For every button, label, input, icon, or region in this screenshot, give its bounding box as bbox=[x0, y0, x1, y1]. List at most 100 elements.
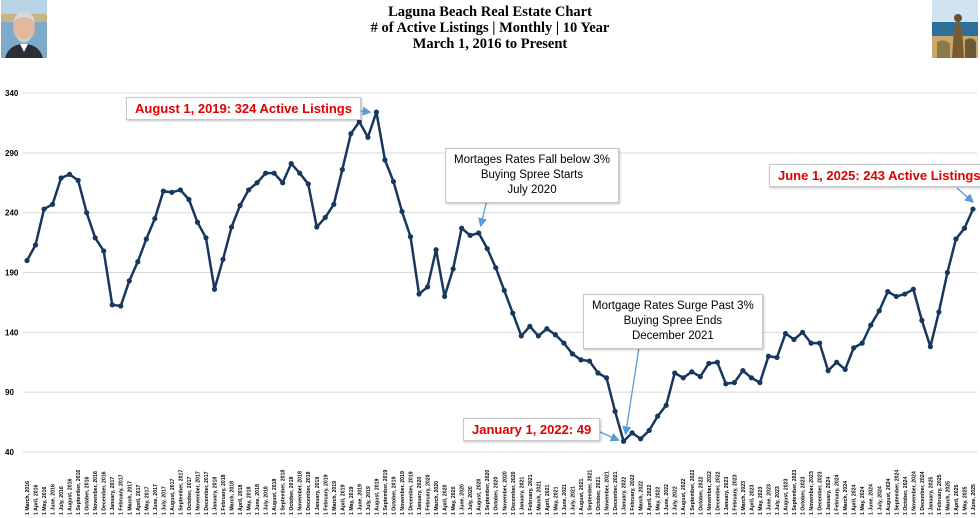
data-point bbox=[160, 188, 166, 194]
x-tick-label: 1 January, 2022 bbox=[622, 477, 628, 515]
x-tick-label: 1 August, 2023 bbox=[784, 478, 790, 515]
x-tick-label: 1 July, 2023 bbox=[775, 486, 781, 515]
data-point bbox=[825, 368, 831, 374]
data-point bbox=[672, 370, 678, 376]
x-tick-label: 1 November, 2021 bbox=[605, 471, 611, 515]
x-tick-label: 1 October, 2020 bbox=[494, 477, 500, 515]
x-tick-label: 1 February, 2025 bbox=[937, 474, 943, 515]
data-point bbox=[655, 413, 661, 419]
x-tick-label: 1 May, 2024 bbox=[860, 486, 866, 515]
data-point bbox=[851, 345, 857, 351]
x-tick-label: 1 April, 2023 bbox=[749, 485, 755, 515]
x-tick-label: 1 September, 2023 bbox=[792, 470, 798, 515]
data-point bbox=[680, 375, 686, 381]
data-point bbox=[501, 287, 507, 294]
data-point bbox=[484, 245, 490, 252]
data-point bbox=[237, 202, 243, 209]
callout-arrow bbox=[622, 340, 641, 436]
title-line-1: Laguna Beach Real Estate Chart bbox=[388, 4, 592, 20]
x-tick-label: 1 October, 2023 bbox=[801, 477, 807, 515]
x-tick-label: 1 August, 2020 bbox=[477, 478, 483, 515]
x-tick-label: 1 January, 2020 bbox=[417, 477, 423, 515]
x-tick-label: 1 October, 2021 bbox=[596, 477, 602, 515]
data-point bbox=[842, 366, 848, 373]
x-tick-label: 1 November, 2018 bbox=[298, 471, 304, 515]
peak-callout-text: August 1, 2019: 324 Active Listings bbox=[135, 101, 352, 116]
data-point bbox=[32, 242, 39, 248]
data-point bbox=[697, 374, 703, 380]
data-point bbox=[834, 359, 840, 365]
x-tick-label: 1 April, 2022 bbox=[647, 485, 653, 515]
x-tick-label: 1 October, 2017 bbox=[187, 477, 193, 515]
data-point bbox=[143, 236, 149, 242]
data-point bbox=[203, 235, 209, 241]
data-point bbox=[118, 303, 124, 309]
x-tick-label: 1 September, 2022 bbox=[690, 470, 696, 515]
x-tick-label: 1 December, 2019 bbox=[409, 471, 415, 515]
x-tick-label: 1 April, 2024 bbox=[852, 485, 858, 515]
data-point bbox=[305, 181, 311, 187]
y-tick-label: 90 bbox=[5, 388, 14, 397]
y-tick-label: 140 bbox=[5, 328, 19, 337]
data-point bbox=[356, 119, 362, 125]
x-tick-label: 1 July, 2017 bbox=[161, 486, 167, 515]
data-point bbox=[569, 351, 576, 357]
x-tick-label: 1 July, 2022 bbox=[673, 486, 679, 515]
data-point bbox=[902, 291, 908, 297]
x-tick-label: 1 August, 2021 bbox=[579, 478, 585, 515]
x-tick-label: 1 June, 2017 bbox=[153, 484, 159, 515]
data-point bbox=[58, 175, 64, 181]
data-point bbox=[723, 381, 729, 387]
x-tick-label: 1 August, 2022 bbox=[681, 478, 687, 515]
x-tick-label: 1 January, 2019 bbox=[315, 477, 321, 515]
data-point bbox=[75, 177, 81, 183]
x-tick-label: 1 February, 2024 bbox=[835, 474, 841, 515]
x-tick-label: 1 March, 2020 bbox=[434, 481, 440, 515]
x-tick-label: 1 May, 2021 bbox=[553, 486, 559, 515]
x-tick-label: 1 February, 2020 bbox=[426, 474, 432, 515]
data-point bbox=[603, 375, 610, 381]
data-point bbox=[390, 178, 397, 185]
data-point bbox=[561, 340, 567, 346]
rates-surge-line-1: Mortgage Rates Surge Past 3% bbox=[592, 300, 754, 312]
data-point bbox=[953, 236, 959, 242]
y-tick-label: 190 bbox=[5, 269, 19, 278]
x-tick-label: 1 September, 2024 bbox=[894, 470, 900, 515]
x-tick-label: 1 July, 2024 bbox=[877, 486, 883, 515]
title-line-3: March 1, 2016 to Present bbox=[412, 36, 568, 52]
x-tick-label: 1 March, 2025 bbox=[945, 481, 951, 515]
x-tick-label: 1 May, 2019 bbox=[349, 486, 355, 515]
x-tick-label: 1 May, 2020 bbox=[451, 486, 457, 515]
x-tick-label: 1 May, 2017 bbox=[144, 486, 150, 515]
x-tick-label: 1 June, 2019 bbox=[357, 484, 363, 515]
callout-arrow bbox=[478, 199, 488, 228]
x-tick-label: 1 June, 2021 bbox=[562, 484, 568, 515]
data-point bbox=[527, 323, 533, 329]
x-tick-label: 1 March, 2016 bbox=[25, 481, 31, 515]
gridlines bbox=[23, 92, 977, 453]
x-tick-label: 1 May, 2023 bbox=[758, 486, 764, 515]
data-point bbox=[714, 359, 720, 365]
x-tick-label: 1 March, 2019 bbox=[332, 481, 338, 515]
x-tick-label: 1 December, 2021 bbox=[613, 471, 619, 515]
chart-header: Laguna Beach Real Estate Chart # of Acti… bbox=[0, 0, 980, 62]
x-tick-label: 1 July, 2016 bbox=[59, 486, 65, 515]
x-tick-label: 1 September, 2016 bbox=[76, 470, 82, 515]
y-tick-label: 290 bbox=[5, 149, 19, 158]
data-point-markers bbox=[24, 109, 976, 444]
data-point bbox=[493, 265, 499, 271]
x-tick-label: 1 August, 2024 bbox=[886, 478, 892, 515]
data-point bbox=[186, 196, 192, 203]
data-point bbox=[41, 206, 47, 212]
x-tick-label: 1 January, 2024 bbox=[826, 477, 832, 515]
data-point bbox=[399, 208, 405, 215]
x-tick-label: 1 March, 2017 bbox=[127, 481, 133, 515]
x-tick-label: 1 June, 2022 bbox=[664, 484, 670, 515]
x-tick-label: 1 April, 2020 bbox=[443, 485, 449, 515]
data-point bbox=[748, 375, 755, 381]
data-point bbox=[868, 322, 874, 328]
data-point bbox=[348, 131, 354, 137]
x-tick-label: 1 September, 2020 bbox=[485, 470, 491, 515]
rates-fall-callout: Mortages Rates Fall below 3% Buying Spre… bbox=[445, 148, 619, 203]
